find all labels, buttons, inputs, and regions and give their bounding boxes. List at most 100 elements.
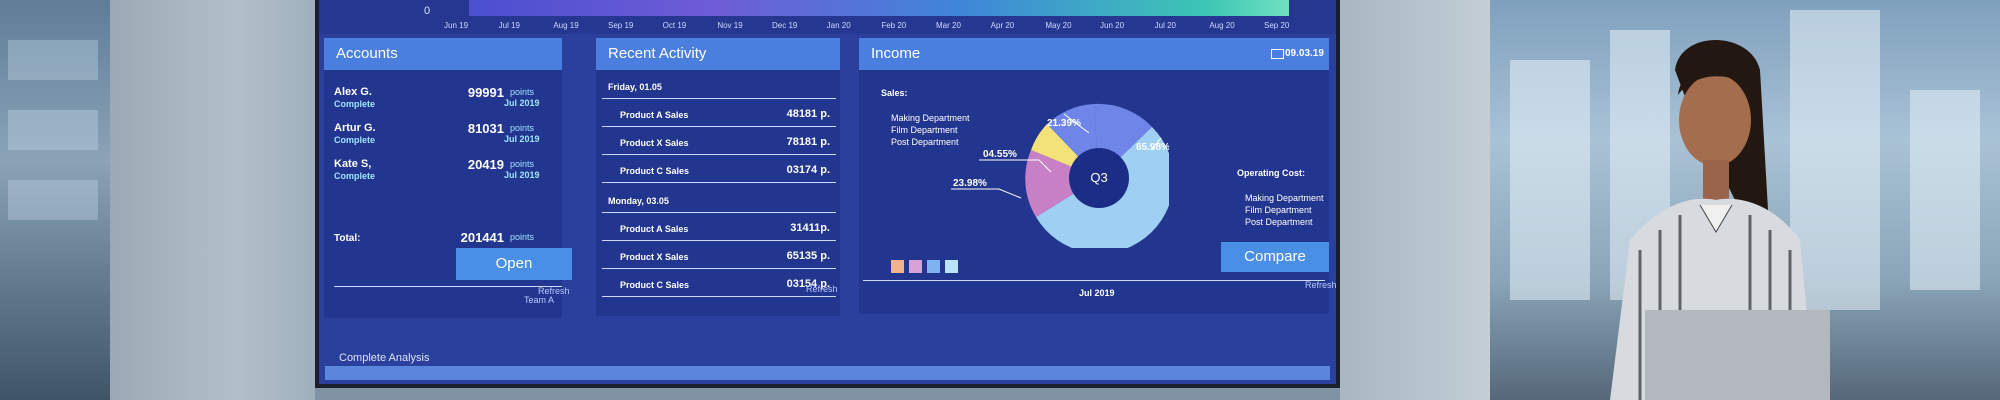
operating-department-label: Post Department xyxy=(1245,217,1313,227)
pie-label: 04.55% xyxy=(983,149,1017,160)
points-unit: points xyxy=(510,232,535,242)
recent-activity-panel: Recent Activity Friday, 01.05 Product A … xyxy=(596,38,840,316)
divider xyxy=(602,154,836,155)
sales-label: Sales: xyxy=(881,88,908,98)
month-tick-label: Nov 19 xyxy=(717,21,743,30)
divider xyxy=(334,286,562,287)
wall-panel-left xyxy=(110,0,315,400)
compare-button[interactable]: Compare xyxy=(1221,242,1329,272)
activity-item-label: Product X Sales xyxy=(620,252,689,262)
month-tick-label: Aug 20 xyxy=(1209,21,1235,30)
operating-department-label: Film Department xyxy=(1245,205,1312,215)
activity-item-label: Product C Sales xyxy=(620,166,690,176)
activity-refresh-link[interactable]: Refresh xyxy=(806,284,838,294)
account-name: Kate S, xyxy=(334,158,372,170)
accounts-refresh-link[interactable]: Refresh xyxy=(538,286,570,296)
divider xyxy=(863,280,1325,281)
points-unit: points xyxy=(510,123,535,133)
divider xyxy=(602,240,836,241)
pie-label: 65.98% xyxy=(1136,142,1169,153)
account-name: Alex G. xyxy=(334,86,372,98)
pie-center xyxy=(1069,148,1129,208)
pie-label: 21.39% xyxy=(1047,118,1081,129)
activity-day: Friday, 01.05 xyxy=(608,82,662,92)
presenter-person xyxy=(1610,40,1830,400)
area-chart-fill xyxy=(469,0,1289,16)
divider xyxy=(602,296,836,297)
month-tick-label: Aug 19 xyxy=(553,21,579,30)
legend-swatch xyxy=(909,260,922,273)
legend-swatch xyxy=(891,260,904,273)
account-status: Complete xyxy=(334,171,376,181)
activity-item-label: Product A Sales xyxy=(620,110,689,120)
income-date: 09.03.19 xyxy=(1285,48,1324,59)
office-window-left xyxy=(0,0,110,400)
activity-item-value: 03174 p. xyxy=(786,164,830,176)
activity-item-value: 31411p. xyxy=(790,222,830,234)
activity-item-label: Product X Sales xyxy=(620,138,689,148)
income-period: Jul 2019 xyxy=(1079,288,1115,298)
total-label: Total: xyxy=(334,233,361,244)
divider xyxy=(602,268,836,269)
month-tick-label: May 20 xyxy=(1045,21,1072,30)
analysis-progress-bar xyxy=(325,366,1330,380)
account-date: Jul 2019 xyxy=(504,98,540,108)
income-refresh-link[interactable]: Refresh xyxy=(1305,280,1337,290)
month-tick-label: Jun 20 xyxy=(1100,21,1125,30)
account-date: Jul 2019 xyxy=(504,134,540,144)
department-label: Film Department xyxy=(891,125,958,135)
account-date: Jul 2019 xyxy=(504,170,540,180)
points-unit: points xyxy=(510,87,535,97)
account-name: Artur G. xyxy=(334,122,376,134)
month-tick-label: Jan 20 xyxy=(826,21,851,30)
pie-center-label: Q3 xyxy=(1090,170,1107,185)
activity-item-label: Product A Sales xyxy=(620,224,689,234)
account-status: Complete xyxy=(334,99,376,109)
income-title: Income xyxy=(859,38,1329,70)
account-points: 20419 xyxy=(467,157,504,172)
legend-swatch xyxy=(945,260,958,273)
points-unit: points xyxy=(510,159,535,169)
accounts-panel: Accounts Alex G. Complete 99991 points J… xyxy=(324,38,572,318)
divider xyxy=(602,98,836,99)
month-tick-label: Jun 19 xyxy=(444,21,469,30)
month-tick-label: Dec 19 xyxy=(772,21,798,30)
pie-label: 23.98% xyxy=(953,178,987,189)
month-tick-label: Jul 19 xyxy=(498,21,521,30)
department-label: Post Department xyxy=(891,137,959,147)
department-label: Making Department xyxy=(891,113,970,123)
month-tick-label: Apr 20 xyxy=(990,21,1015,30)
open-button[interactable]: Open xyxy=(456,248,572,280)
activity-item-value: 03154 p. xyxy=(786,278,830,290)
income-pie-chart: Q3 21.39% 04.55% 23.98% 65.98% xyxy=(951,103,1169,248)
month-tick-label: Oct 19 xyxy=(662,21,687,30)
month-tick-label: Mar 20 xyxy=(936,21,961,30)
activity-day: Monday, 03.05 xyxy=(608,196,669,206)
team-label: Team A xyxy=(524,295,555,305)
activity-item-value: 48181 p. xyxy=(786,108,830,120)
income-panel: Income 09.03.19 Sales: Making Department… xyxy=(859,38,1329,314)
calendar-icon xyxy=(1271,49,1284,59)
pie-slice-pink xyxy=(1025,150,1099,217)
month-tick-label: Sep 20 xyxy=(1264,21,1290,30)
month-tick-label: Jul 20 xyxy=(1154,21,1177,30)
activity-item-label: Product C Sales xyxy=(620,280,690,290)
complete-analysis-label: Complete Analysis xyxy=(339,352,430,364)
recent-activity-title: Recent Activity xyxy=(596,38,840,70)
activity-item-value: 65135 p. xyxy=(786,250,830,262)
operating-cost-label: Operating Cost: xyxy=(1237,168,1306,178)
total-value: 201441 xyxy=(460,230,504,245)
month-tick-label: Feb 20 xyxy=(881,21,907,30)
account-points: 99991 xyxy=(467,85,504,100)
divider xyxy=(602,212,836,213)
operating-department-label: Making Department xyxy=(1245,193,1324,203)
legend-swatch xyxy=(927,260,940,273)
activity-item-value: 78181 p. xyxy=(786,136,830,148)
accounts-title: Accounts xyxy=(324,38,562,70)
dashboard-screen: 0 Jun 19 Jul 19 Aug 19 Sep 19 Oct 19 Nov 19 De… xyxy=(315,0,1340,388)
account-status: Complete xyxy=(334,135,376,145)
axis-zero-label: 0 xyxy=(424,5,431,17)
wall-panel-right xyxy=(1340,0,1490,400)
month-tick-label: Sep 19 xyxy=(608,21,634,30)
divider xyxy=(602,182,836,183)
